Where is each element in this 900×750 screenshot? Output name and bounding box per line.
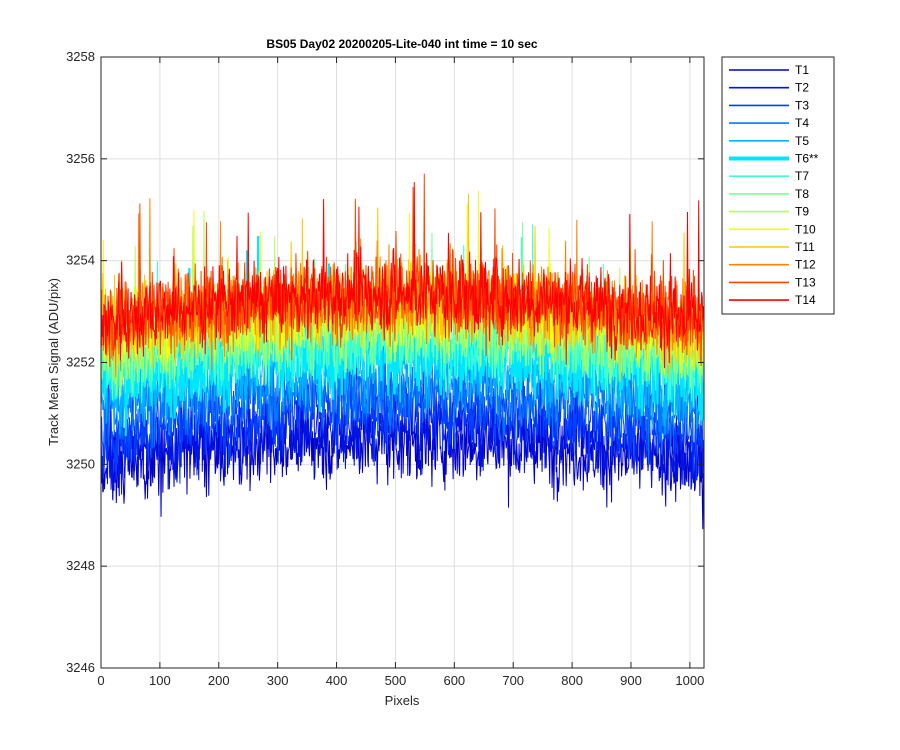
legend-label: T9: [795, 205, 809, 219]
legend-label: T4: [795, 116, 809, 130]
series-line-t14: [101, 182, 704, 369]
legend-label: T3: [795, 98, 809, 112]
y-tick-label: 3250: [66, 456, 95, 471]
legend-label: T6**: [795, 152, 819, 166]
series-line-t3: [101, 288, 704, 484]
legend-label: T10: [795, 222, 816, 236]
x-tick-label: 100: [149, 673, 171, 688]
y-tick-label: 3254: [66, 253, 95, 268]
x-tick-label: 700: [502, 673, 524, 688]
legend-label: T8: [795, 187, 809, 201]
x-axis-ticks: 0 100 200 300 400 500 600 700 800 900 1000: [97, 57, 704, 688]
plot-area: [101, 173, 704, 530]
chart-title: BS05 Day02 20200205-Lite-040 int time = …: [266, 37, 537, 51]
legend-label: T14: [795, 293, 816, 307]
x-tick-label: 300: [267, 673, 289, 688]
y-tick-label: 3252: [66, 355, 95, 370]
x-tick-label: 500: [385, 673, 407, 688]
x-tick-label: 1000: [675, 673, 704, 688]
x-tick-label: 600: [443, 673, 465, 688]
legend-label: T5: [795, 134, 809, 148]
legend-box: [721, 56, 835, 315]
legend-label: T12: [795, 258, 816, 272]
legend-label: T13: [795, 275, 816, 289]
x-tick-label: 0: [97, 673, 104, 688]
y-tick-label: 3258: [66, 49, 95, 64]
x-tick-label: 900: [620, 673, 642, 688]
legend-label: T1: [795, 63, 809, 77]
y-tick-label: 3248: [66, 558, 95, 573]
x-tick-label: 200: [208, 673, 230, 688]
y-axis-label: Track Mean Signal (ADU/pix): [46, 278, 61, 446]
x-tick-label: 800: [561, 673, 583, 688]
legend-label: T2: [795, 81, 809, 95]
legend: T1 T2 T3 T4 T5 T6** T7 T8 T9 T10 T11 T12 T13 T14: [721, 56, 835, 315]
y-tick-label: 3246: [66, 660, 95, 675]
legend-label: T7: [795, 169, 809, 183]
x-tick-label: 400: [326, 673, 348, 688]
y-tick-label: 3256: [66, 151, 95, 166]
y-axis-ticks: 3246 3248 3250 3252 3254 3256 3258: [66, 49, 704, 675]
x-axis-label: Pixels: [385, 693, 420, 708]
legend-label: T11: [795, 240, 815, 254]
